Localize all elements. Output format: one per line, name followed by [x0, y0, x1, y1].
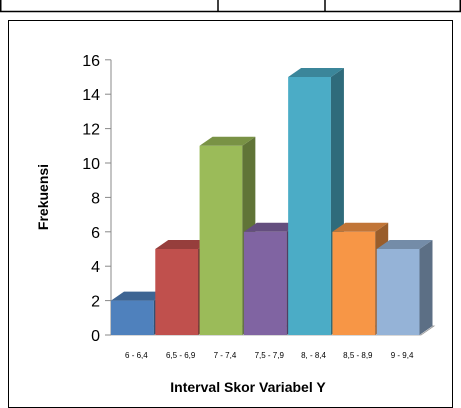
x-axis-title: Interval Skor Variabel Y	[170, 379, 326, 395]
bar-front	[111, 300, 154, 335]
table-border-fragment	[0, 0, 461, 13]
y-tick-label: 4	[91, 259, 100, 276]
y-tick-label: 12	[82, 122, 100, 139]
y-tick-label: 2	[91, 294, 100, 311]
bar-front	[376, 249, 420, 335]
bar-top	[155, 240, 212, 249]
bar-top	[376, 240, 433, 249]
bar-top	[111, 291, 167, 301]
x-tick-label: 6,5 - 6,9	[166, 351, 196, 360]
bar-top	[332, 222, 389, 232]
x-axis-tick-labels: 6 - 6,4 6,5 - 6,9 7 - 7,4 7,5 - 7,9 8, - 8,4…	[125, 351, 414, 360]
y-tick-label: 14	[82, 87, 100, 104]
bar-front	[155, 249, 199, 335]
bar-side	[419, 240, 433, 335]
bar-front	[288, 77, 331, 335]
y-tick-label: 0	[91, 328, 100, 345]
bar-7	[376, 240, 433, 335]
x-tick-label: 8, - 8,4	[301, 351, 326, 360]
bar-top	[199, 136, 256, 146]
y-tick-label: 10	[82, 156, 100, 173]
x-tick-label: 7,5 - 7,9	[255, 351, 285, 360]
y-tick-label: 8	[91, 190, 100, 207]
x-tick-label: 6 - 6,4	[125, 351, 148, 360]
x-tick-label: 9 - 9,4	[391, 351, 414, 360]
x-tick-label: 7 - 7,4	[214, 351, 237, 360]
bar-top	[288, 68, 344, 77]
bar-top	[243, 222, 300, 232]
y-tick-label: 16	[82, 53, 100, 70]
y-axis-title: Frekuensi	[35, 164, 51, 230]
bar-series	[111, 68, 433, 335]
bar-front	[199, 145, 243, 335]
bar-front	[243, 231, 287, 335]
bar-front	[332, 231, 376, 335]
x-tick-label: 8,5 - 8,9	[343, 351, 373, 360]
y-tick-label: 6	[91, 225, 100, 242]
